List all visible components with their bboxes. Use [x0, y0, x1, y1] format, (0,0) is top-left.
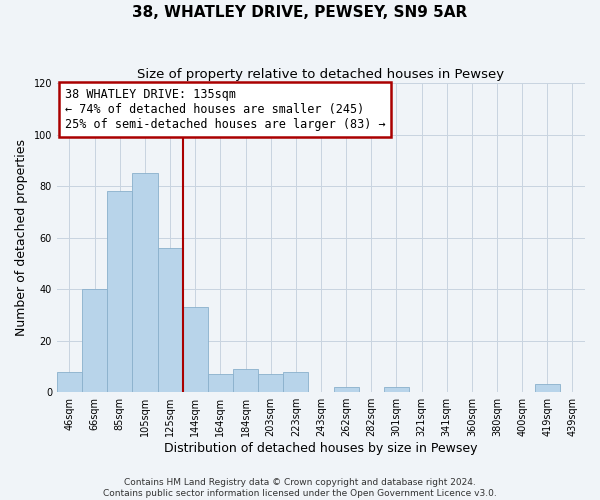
Bar — [133, 173, 158, 392]
Bar — [535, 384, 560, 392]
Bar — [107, 192, 133, 392]
Bar — [283, 372, 308, 392]
Title: Size of property relative to detached houses in Pewsey: Size of property relative to detached ho… — [137, 68, 505, 80]
Bar — [57, 372, 82, 392]
Text: Contains HM Land Registry data © Crown copyright and database right 2024.
Contai: Contains HM Land Registry data © Crown c… — [103, 478, 497, 498]
Bar — [258, 374, 283, 392]
Bar — [182, 307, 208, 392]
Text: 38, WHATLEY DRIVE, PEWSEY, SN9 5AR: 38, WHATLEY DRIVE, PEWSEY, SN9 5AR — [133, 5, 467, 20]
Bar — [233, 369, 258, 392]
Bar — [334, 387, 359, 392]
Y-axis label: Number of detached properties: Number of detached properties — [15, 139, 28, 336]
Bar — [384, 387, 409, 392]
Text: 38 WHATLEY DRIVE: 135sqm
← 74% of detached houses are smaller (245)
25% of semi-: 38 WHATLEY DRIVE: 135sqm ← 74% of detach… — [65, 88, 385, 130]
Bar — [158, 248, 182, 392]
X-axis label: Distribution of detached houses by size in Pewsey: Distribution of detached houses by size … — [164, 442, 478, 455]
Bar — [82, 289, 107, 392]
Bar — [208, 374, 233, 392]
